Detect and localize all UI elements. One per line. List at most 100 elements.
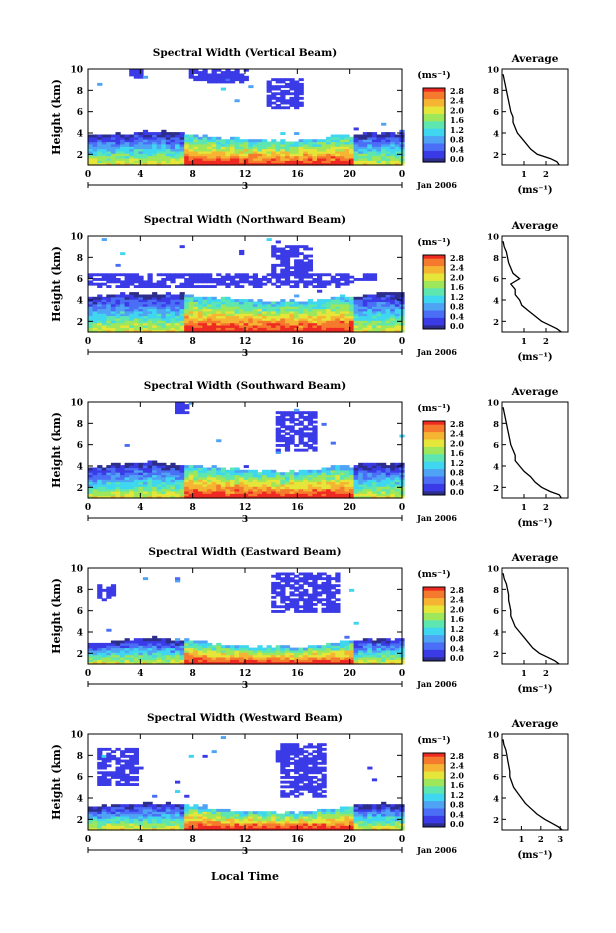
- heatmap-cell: [148, 132, 153, 135]
- heatmap-cell: [257, 645, 262, 648]
- y-tick-label: 4: [77, 130, 83, 140]
- heatmap-cell: [166, 638, 171, 641]
- heatmap-cell: [166, 465, 171, 468]
- average-profile-line: [503, 407, 561, 498]
- heatmap-cells: [88, 736, 405, 831]
- heatmap-cell: [106, 285, 111, 288]
- panel-5: Spectral Width (Westward Beam)246810Heig…: [50, 712, 568, 861]
- average-units: (ms⁻¹): [517, 684, 552, 695]
- heatmap-cell: [225, 283, 230, 286]
- colorbar-units: (ms⁻¹): [417, 569, 451, 580]
- heatmap-cell: [303, 302, 308, 305]
- heatmap-cell: [299, 428, 304, 431]
- heatmap-cell: [193, 641, 198, 644]
- heatmap-cell: [93, 135, 98, 138]
- heatmap-cell: [317, 290, 322, 293]
- heatmap-cell: [212, 278, 217, 281]
- heatmap-cell: [317, 299, 322, 302]
- average-y-tick-label: 10: [487, 233, 499, 243]
- heatmap-cell: [285, 645, 290, 648]
- colorbar-tick-label: 2.8: [450, 585, 464, 595]
- heatmap-cell: [322, 577, 327, 580]
- heatmap-cell: [262, 139, 267, 142]
- heatmap-cell: [354, 641, 359, 644]
- heatmap-cell: [280, 430, 285, 433]
- heatmap-cell: [221, 71, 226, 74]
- heatmap-cell: [285, 432, 290, 435]
- heatmap-cell: [390, 463, 395, 466]
- heatmap-cell: [143, 130, 148, 133]
- heatmap-cell: [262, 302, 267, 305]
- heatmap-cell: [102, 755, 107, 758]
- heatmap-cell: [290, 648, 295, 651]
- heatmap-cell: [335, 297, 340, 300]
- day-label: 3: [242, 349, 248, 359]
- heatmap-cell: [244, 273, 249, 276]
- heatmap-cell: [299, 584, 304, 587]
- heatmap-cell: [248, 470, 253, 473]
- heatmap-cell: [248, 276, 253, 279]
- heatmap-cell: [239, 470, 244, 473]
- y-tick-label: 6: [77, 275, 83, 285]
- heatmap-cell: [125, 444, 130, 447]
- heatmap-cell: [276, 428, 281, 431]
- heatmap-cell: [331, 135, 336, 138]
- heatmap-cell: [299, 648, 304, 651]
- heatmap-cell: [285, 83, 290, 86]
- colorbar-units: (ms⁻¹): [417, 237, 451, 248]
- heatmap-cell: [125, 295, 130, 298]
- heatmap-cell: [363, 463, 368, 466]
- heatmap-cell: [134, 463, 139, 466]
- heatmap-cell: [184, 135, 189, 138]
- heatmap-cell: [322, 598, 327, 601]
- heatmap-cell: [267, 95, 272, 98]
- colorbar-tick-label: 1.2: [450, 292, 464, 302]
- heatmap-cell: [221, 139, 226, 142]
- heatmap-cell: [203, 468, 208, 471]
- x-tick-label: 4: [137, 337, 143, 347]
- heatmap-cell: [175, 465, 180, 468]
- heatmap-cell: [312, 575, 317, 578]
- heatmap-cell: [116, 767, 121, 770]
- heatmap-cell: [344, 273, 349, 276]
- heatmap-cell: [221, 88, 226, 91]
- heatmap-cell: [367, 132, 372, 135]
- heatmap-cell: [239, 139, 244, 142]
- heatmap-cell: [280, 645, 285, 648]
- heatmap-cell: [198, 137, 203, 140]
- heatmap-cell: [175, 132, 180, 135]
- heatmap-cell: [125, 273, 130, 276]
- heatmap-cell: [184, 273, 189, 276]
- heatmap-cell: [102, 748, 107, 751]
- heatmap-cell: [303, 598, 308, 601]
- heatmap-cell: [299, 411, 304, 414]
- heatmap-cell: [312, 411, 317, 414]
- heatmap-cell: [299, 605, 304, 608]
- heatmap-cell: [216, 74, 221, 77]
- heatmap-cell: [116, 295, 121, 298]
- heatmap-cell: [161, 278, 166, 281]
- heatmap-cell: [225, 470, 230, 473]
- heatmap-cell: [120, 292, 125, 295]
- heatmap-cell: [381, 638, 386, 641]
- heatmap-cell: [308, 444, 313, 447]
- heatmap-cell: [349, 297, 354, 300]
- heatmap-cell: [340, 283, 345, 286]
- heatmap-cell: [276, 416, 281, 419]
- heatmap-cell: [111, 641, 116, 644]
- heatmap-cell: [198, 297, 203, 300]
- heatmap-cell: [198, 273, 203, 276]
- average-title: Average: [511, 220, 559, 232]
- heatmap-cell: [184, 404, 189, 407]
- average-frame: [502, 402, 568, 498]
- heatmap-cell: [294, 423, 299, 426]
- heatmap-cell: [276, 411, 281, 414]
- colorbar-tick-label: 2.8: [450, 419, 464, 429]
- heatmap-cell: [294, 302, 299, 305]
- heatmap-cell: [322, 603, 327, 606]
- heatmap-cell: [358, 278, 363, 281]
- heatmap-cell: [280, 280, 285, 283]
- heatmap-cell: [276, 573, 281, 576]
